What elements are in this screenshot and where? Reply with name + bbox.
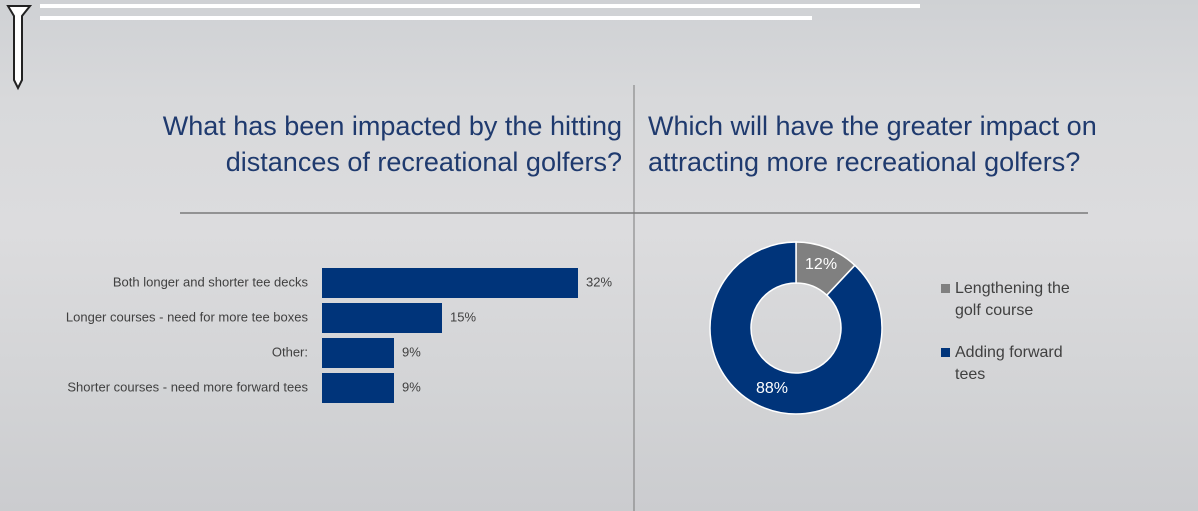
top-rule bbox=[40, 16, 812, 20]
chart-title: What has been impacted by the hitting di… bbox=[162, 111, 622, 177]
chart-title: Which will have the greater impact on at… bbox=[648, 111, 1097, 177]
category-label: Both longer and shorter tee decks bbox=[113, 274, 309, 289]
value-label: 9% bbox=[402, 344, 421, 359]
legend-label: Lengthening the golf course bbox=[955, 280, 1070, 319]
donut-segment bbox=[709, 241, 883, 415]
top-rule bbox=[40, 4, 920, 8]
bar bbox=[322, 303, 442, 333]
category-label: Longer courses - need for more tee boxes bbox=[66, 309, 309, 324]
legend-swatch bbox=[941, 348, 950, 357]
category-label: Shorter courses - need more forward tees bbox=[67, 379, 308, 394]
value-label: 15% bbox=[450, 309, 476, 324]
value-label: 32% bbox=[586, 274, 612, 289]
value-label: 88% bbox=[756, 380, 788, 397]
value-label: 12% bbox=[805, 256, 837, 273]
tee-icon bbox=[6, 5, 33, 91]
bar bbox=[322, 268, 578, 298]
legend-label: Adding forward tees bbox=[955, 344, 1063, 383]
bar bbox=[322, 338, 394, 368]
category-label: Other: bbox=[272, 344, 308, 359]
bar bbox=[322, 373, 394, 403]
value-label: 9% bbox=[402, 379, 421, 394]
legend-swatch bbox=[941, 284, 950, 293]
